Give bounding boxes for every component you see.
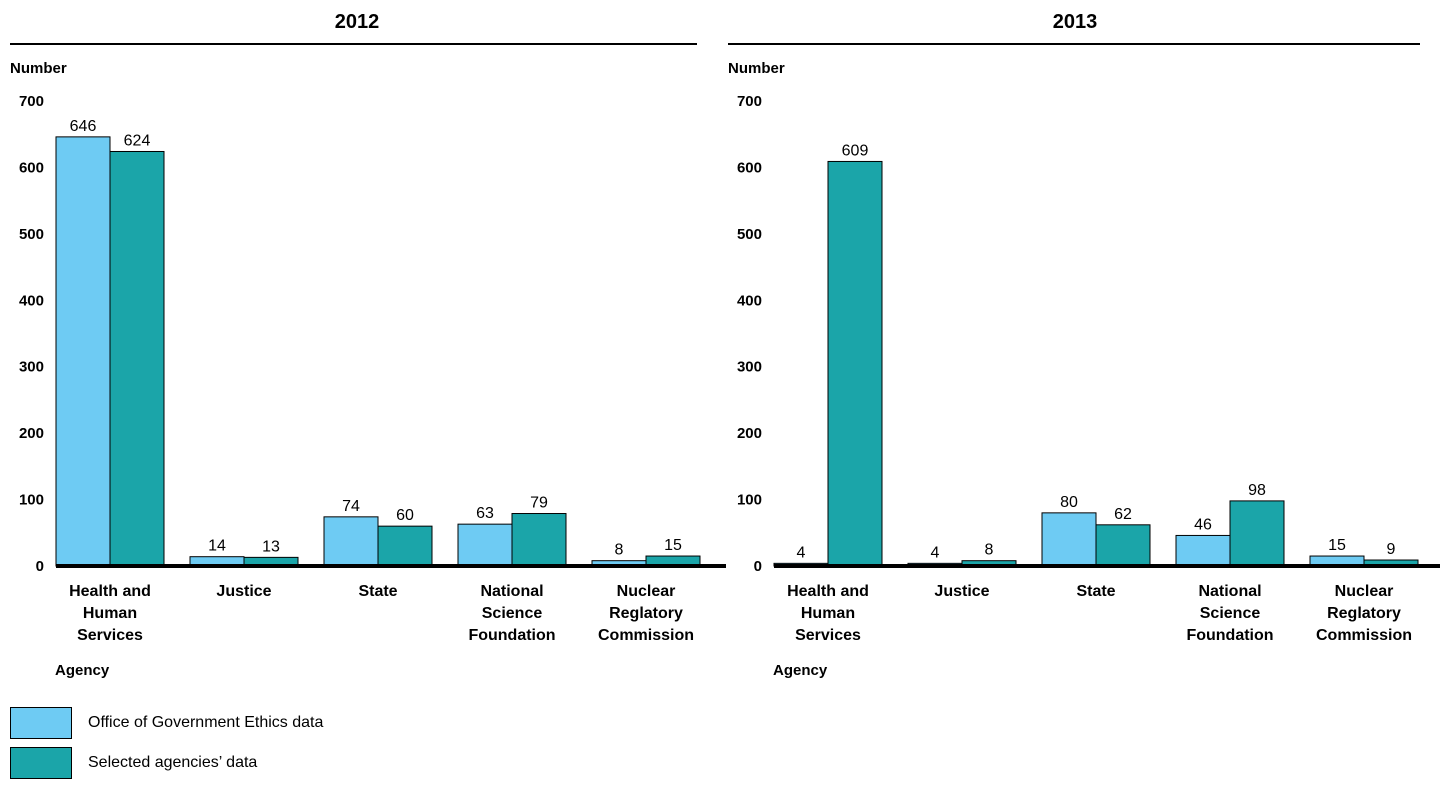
data-label: 609	[842, 142, 869, 159]
bar	[457, 523, 513, 567]
bar	[55, 136, 111, 567]
data-label: 4	[797, 544, 806, 561]
x-tick-label: State	[358, 583, 397, 600]
data-label: 62	[1114, 506, 1132, 523]
y-tick-label: 300	[737, 359, 762, 376]
y-tick-label: 300	[19, 359, 44, 376]
legend-label-ethics: Office of Government Ethics data	[88, 714, 324, 731]
x-tick-label: Foundation	[468, 627, 555, 644]
x-tick-label: Foundation	[1186, 627, 1273, 644]
y-axis-label: Number	[728, 60, 785, 77]
data-label: 14	[208, 538, 226, 555]
x-tick-label: Human	[83, 605, 137, 622]
x-tick-label: National	[480, 583, 543, 600]
bar	[1095, 524, 1151, 567]
legend-swatch-agencies	[10, 747, 72, 779]
data-label: 74	[342, 498, 360, 515]
y-tick-label: 200	[19, 425, 44, 442]
x-axis-label: Agency	[773, 662, 828, 679]
y-tick-label: 700	[19, 93, 44, 110]
bar	[1041, 512, 1097, 567]
x-tick-label: Health and	[787, 583, 869, 600]
data-label: 13	[262, 538, 280, 555]
data-label: 8	[985, 542, 994, 559]
chart-title: 2013	[1053, 11, 1098, 33]
y-tick-label: 500	[737, 226, 762, 243]
x-tick-label: Services	[795, 627, 861, 644]
chart-panel-2013: 2013 Number 0 100 200 300 400 500 600 700 4 609 Heal…	[728, 11, 1440, 679]
y-tick-label: 0	[754, 558, 762, 575]
data-label: 15	[1328, 537, 1346, 554]
x-tick-label: Justice	[216, 583, 271, 600]
data-label: 98	[1248, 482, 1266, 499]
x-tick-label: State	[1076, 583, 1115, 600]
y-axis-label: Number	[10, 60, 67, 77]
data-label: 646	[70, 118, 97, 135]
data-label: 624	[124, 132, 151, 149]
x-tick-label: Health and	[69, 583, 151, 600]
y-tick-label: 500	[19, 226, 44, 243]
data-label: 46	[1194, 516, 1212, 533]
x-tick-label: Nuclear	[617, 583, 676, 600]
y-tick-label: 100	[737, 492, 762, 509]
bar	[827, 160, 883, 567]
y-tick-label: 400	[19, 292, 44, 309]
y-tick-label: 200	[737, 425, 762, 442]
y-tick-label: 600	[737, 159, 762, 176]
chart-panel-2012: 2012 Number 0 100 200 300 400 500 600 700 646 624 He…	[10, 11, 726, 679]
y-tick-label: 0	[36, 558, 44, 575]
data-label: 15	[664, 537, 682, 554]
bar	[109, 150, 165, 567]
legend-item-ethics: Office of Government Ethics data	[10, 707, 323, 739]
legend-swatch-ethics	[10, 707, 72, 739]
x-tick-label: Reglatory	[609, 605, 683, 622]
data-label: 63	[476, 505, 494, 522]
x-axis-label: Agency	[55, 662, 110, 679]
data-label: 4	[931, 544, 940, 561]
y-tick-label: 100	[19, 492, 44, 509]
y-tick-label: 400	[737, 292, 762, 309]
data-label: 79	[530, 495, 548, 512]
x-tick-label: Reglatory	[1327, 605, 1401, 622]
data-label: 9	[1387, 541, 1396, 558]
legend: Office of Government Ethics data Selecte…	[10, 707, 323, 787]
bar	[377, 525, 433, 567]
x-tick-label: Justice	[934, 583, 989, 600]
x-tick-label: Commission	[1316, 627, 1412, 644]
legend-item-agencies: Selected agencies’ data	[10, 747, 323, 779]
legend-label-agencies: Selected agencies’ data	[88, 754, 258, 771]
y-tick-label: 600	[19, 159, 44, 176]
bar	[323, 516, 379, 567]
chart-title: 2012	[335, 11, 380, 33]
bar	[1175, 534, 1231, 567]
charts-figure: 2012Number0100200300400500600700646624He…	[10, 11, 1440, 679]
x-tick-label: Human	[801, 605, 855, 622]
x-tick-label: Services	[77, 627, 143, 644]
data-label: 8	[615, 542, 624, 559]
x-tick-label: National	[1198, 583, 1261, 600]
x-tick-label: Science	[482, 605, 543, 622]
bar	[1229, 500, 1285, 567]
x-tick-label: Commission	[598, 627, 694, 644]
bar	[511, 513, 567, 567]
data-label: 80	[1060, 494, 1078, 511]
y-tick-label: 700	[737, 93, 762, 110]
data-label: 60	[396, 507, 414, 524]
x-tick-label: Nuclear	[1335, 583, 1394, 600]
x-tick-label: Science	[1200, 605, 1261, 622]
